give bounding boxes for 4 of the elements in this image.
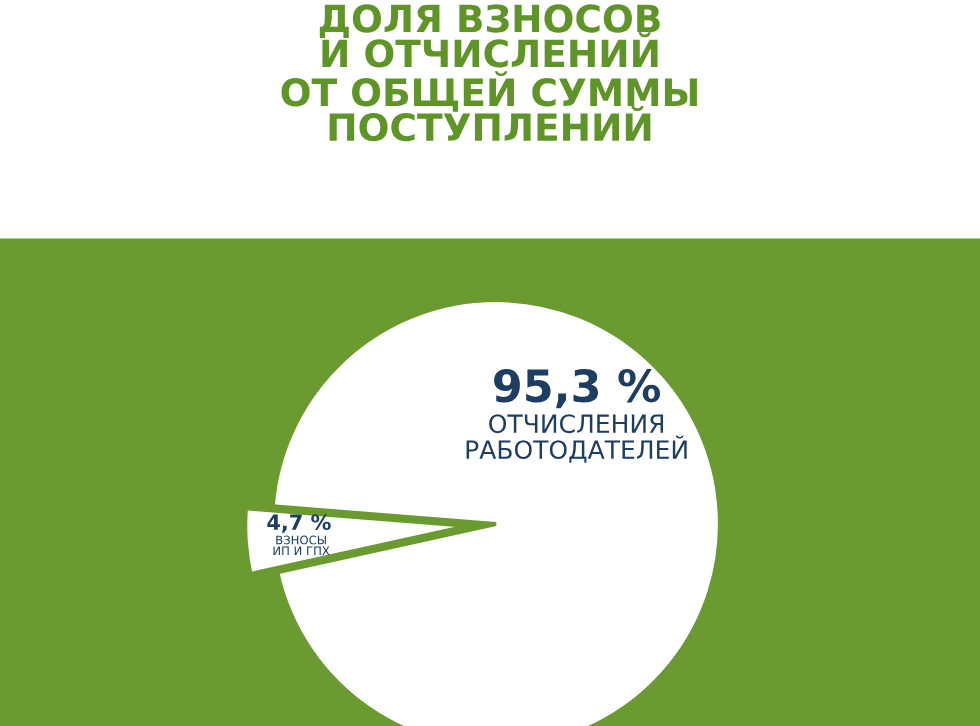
slice-label: ОТЧИСЛЕНИЯ РАБОТОДАТЕЛЕЙ — [466, 414, 687, 463]
chart-title: ДОЛЯ ВЗНОСОВ И ОТЧИСЛЕНИЙ ОТ ОБЩЕЙ СУММЫ ПОСТУПЛЕНИЙ — [281, 4, 697, 142]
data-label: 4,7 % — [267, 514, 331, 533]
data-label: 95,3 % — [494, 368, 661, 409]
